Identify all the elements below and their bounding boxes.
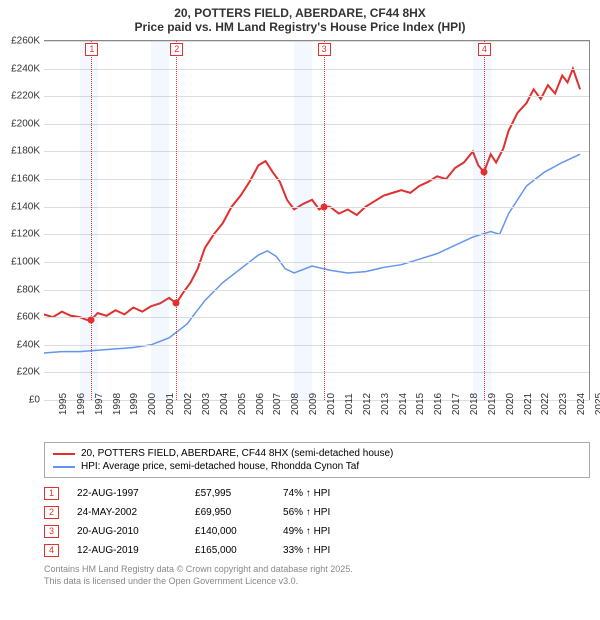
y-axis-label: £240K bbox=[11, 63, 40, 74]
sales-row-diff: 49% ↑ HPI bbox=[283, 526, 373, 537]
y-axis-label: £180K bbox=[11, 146, 40, 157]
gridline bbox=[44, 69, 589, 70]
title-line-1: 20, POTTERS FIELD, ABERDARE, CF44 8HX bbox=[0, 6, 600, 20]
y-axis-label: £140K bbox=[11, 201, 40, 212]
sales-row-price: £69,950 bbox=[195, 507, 265, 518]
sale-marker-line bbox=[324, 41, 325, 400]
chart-plot-area: £0£20K£40K£60K£80K£100K£120K£140K£160K£1… bbox=[44, 40, 590, 400]
sale-marker-line bbox=[91, 41, 92, 400]
sales-row-marker: 4 bbox=[44, 544, 59, 557]
sales-row-date: 24-MAY-2002 bbox=[77, 507, 177, 518]
y-axis-label: £60K bbox=[17, 312, 40, 323]
sale-marker-line bbox=[176, 41, 177, 400]
sales-row-date: 22-AUG-1997 bbox=[77, 488, 177, 499]
legend-label: 20, POTTERS FIELD, ABERDARE, CF44 8HX (s… bbox=[81, 448, 393, 459]
sales-row-diff: 56% ↑ HPI bbox=[283, 507, 373, 518]
gridline bbox=[44, 290, 589, 291]
gridline bbox=[44, 345, 589, 346]
sales-row-date: 12-AUG-2019 bbox=[77, 545, 177, 556]
sales-row: 4 12-AUG-2019 £165,000 33% ↑ HPI bbox=[44, 541, 590, 560]
gridline bbox=[44, 124, 589, 125]
chart-title-block: 20, POTTERS FIELD, ABERDARE, CF44 8HX Pr… bbox=[0, 0, 600, 36]
sales-row-diff: 33% ↑ HPI bbox=[283, 545, 373, 556]
gridline bbox=[44, 151, 589, 152]
y-axis-label: £200K bbox=[11, 118, 40, 129]
gridline bbox=[44, 41, 589, 42]
sale-marker-box: 4 bbox=[478, 43, 491, 56]
gridline bbox=[44, 207, 589, 208]
y-axis-label: £0 bbox=[29, 395, 40, 406]
sale-marker-box: 3 bbox=[318, 43, 331, 56]
gridline bbox=[44, 262, 589, 263]
y-axis-label: £40K bbox=[17, 339, 40, 350]
x-axis-label: 2025 bbox=[580, 393, 600, 415]
sales-row: 2 24-MAY-2002 £69,950 56% ↑ HPI bbox=[44, 503, 590, 522]
gridline bbox=[44, 96, 589, 97]
sales-row-price: £140,000 bbox=[195, 526, 265, 537]
footer-line: This data is licensed under the Open Gov… bbox=[44, 576, 590, 588]
recession-band bbox=[473, 41, 491, 400]
legend-label: HPI: Average price, semi-detached house,… bbox=[81, 461, 359, 472]
gridline bbox=[44, 179, 589, 180]
sales-row: 1 22-AUG-1997 £57,995 74% ↑ HPI bbox=[44, 484, 590, 503]
footer-attribution: Contains HM Land Registry data © Crown c… bbox=[44, 564, 590, 587]
sale-marker-line bbox=[484, 41, 485, 400]
sales-row-marker: 2 bbox=[44, 506, 59, 519]
sale-marker-dot bbox=[173, 300, 180, 307]
recession-band bbox=[151, 41, 169, 400]
sales-row-price: £165,000 bbox=[195, 545, 265, 556]
sales-row: 3 20-AUG-2010 £140,000 49% ↑ HPI bbox=[44, 522, 590, 541]
sale-marker-box: 2 bbox=[170, 43, 183, 56]
y-axis-label: £220K bbox=[11, 91, 40, 102]
gridline bbox=[44, 372, 589, 373]
sales-table: 1 22-AUG-1997 £57,995 74% ↑ HPI 2 24-MAY-2002… bbox=[44, 484, 590, 560]
y-axis-label: £120K bbox=[11, 229, 40, 240]
sale-marker-dot bbox=[320, 203, 327, 210]
sale-marker-dot bbox=[88, 316, 95, 323]
gridline bbox=[44, 317, 589, 318]
sales-row-marker: 1 bbox=[44, 487, 59, 500]
y-axis-label: £260K bbox=[11, 36, 40, 47]
sales-row-diff: 74% ↑ HPI bbox=[283, 488, 373, 499]
chart-legend: 20, POTTERS FIELD, ABERDARE, CF44 8HX (s… bbox=[44, 442, 590, 478]
recession-band bbox=[80, 41, 98, 400]
legend-item: HPI: Average price, semi-detached house,… bbox=[53, 460, 581, 473]
recession-band bbox=[294, 41, 312, 400]
y-axis-label: £160K bbox=[11, 174, 40, 185]
y-axis-label: £20K bbox=[17, 367, 40, 378]
legend-swatch bbox=[53, 453, 75, 455]
y-axis-label: £80K bbox=[17, 284, 40, 295]
legend-item: 20, POTTERS FIELD, ABERDARE, CF44 8HX (s… bbox=[53, 447, 581, 460]
sales-row-price: £57,995 bbox=[195, 488, 265, 499]
chart-lines-svg bbox=[44, 41, 589, 400]
sale-marker-box: 1 bbox=[85, 43, 98, 56]
y-axis-label: £100K bbox=[11, 256, 40, 267]
footer-line: Contains HM Land Registry data © Crown c… bbox=[44, 564, 590, 576]
gridline bbox=[44, 234, 589, 235]
sales-row-date: 20-AUG-2010 bbox=[77, 526, 177, 537]
sale-marker-dot bbox=[480, 169, 487, 176]
sales-row-marker: 3 bbox=[44, 525, 59, 538]
title-line-2: Price paid vs. HM Land Registry's House … bbox=[0, 20, 600, 34]
legend-swatch bbox=[53, 466, 75, 468]
